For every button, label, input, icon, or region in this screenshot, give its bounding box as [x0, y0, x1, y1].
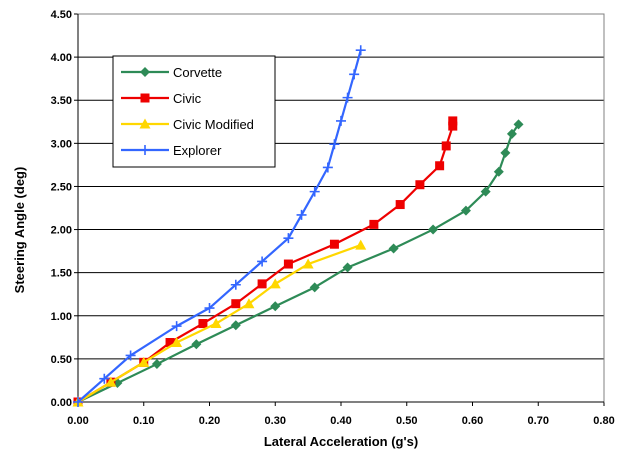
square-marker — [415, 180, 425, 190]
triangle-marker — [269, 278, 281, 289]
legend-square-marker — [140, 93, 150, 103]
y-tick-label: 1.50 — [51, 268, 72, 280]
square-marker — [435, 161, 445, 171]
triangle-marker — [105, 376, 117, 387]
diamond-marker — [500, 147, 511, 158]
square-marker — [231, 299, 241, 309]
y-tick-label: 3.50 — [51, 95, 72, 107]
legend-plus-marker — [140, 145, 150, 155]
square-marker — [198, 319, 208, 329]
triangle-marker — [243, 298, 255, 309]
x-tick-label: 0.10 — [133, 415, 154, 427]
tick-labels: 0.00 0.50 1.00 1.50 2.00 2.50 3.00 3.50 4.00 4.50… — [51, 9, 615, 427]
series-corvette — [73, 119, 524, 407]
diamond-marker — [191, 339, 202, 350]
square-marker — [165, 338, 175, 348]
legend-entry: Explorer — [121, 143, 222, 158]
diamond-marker — [428, 224, 439, 235]
legend-label: Explorer — [173, 143, 222, 158]
square-marker — [329, 239, 339, 249]
legend-label: Civic — [173, 91, 202, 106]
y-tick-label: 3.00 — [51, 138, 72, 150]
plus-marker — [336, 115, 346, 126]
square-marker — [395, 200, 405, 210]
y-tick-label: 2.00 — [51, 225, 72, 237]
triangle-marker — [355, 239, 367, 250]
triangle-marker — [210, 318, 222, 329]
diamond-marker — [388, 243, 399, 254]
square-marker — [448, 116, 458, 126]
x-tick-label: 0.50 — [396, 415, 417, 427]
plus-marker — [99, 373, 110, 384]
plus-marker — [329, 139, 340, 150]
plus-marker — [355, 45, 366, 56]
series-explorer — [73, 45, 366, 407]
x-tick-label: 0.20 — [199, 415, 220, 427]
y-tick-label: 0.50 — [51, 354, 72, 366]
plus-marker — [204, 303, 215, 314]
plus-marker — [230, 279, 241, 290]
plus-marker — [73, 397, 83, 407]
x-tick-label: 0.30 — [265, 415, 286, 427]
triangle-marker — [302, 258, 314, 269]
y-tick-label: 4.50 — [51, 9, 72, 21]
diamond-marker — [151, 359, 162, 370]
axes — [74, 13, 605, 406]
x-tick-label: 0.40 — [330, 415, 351, 427]
x-tick-label: 0.00 — [67, 415, 88, 427]
diamond-marker — [230, 320, 241, 331]
plus-marker — [125, 350, 136, 361]
legend-diamond-marker — [140, 67, 150, 77]
plus-marker — [171, 321, 182, 332]
legend-entry: Civic Modified — [121, 117, 254, 132]
diamond-marker — [493, 166, 504, 177]
y-tick-label: 2.50 — [51, 181, 72, 193]
triangle-marker — [171, 337, 183, 348]
triangle-marker — [138, 356, 150, 367]
x-tick-label: 0.60 — [462, 415, 483, 427]
plus-marker — [342, 92, 353, 103]
data-series — [72, 45, 524, 407]
legend-label: Civic Modified — [173, 117, 254, 132]
y-tick-label: 4.00 — [51, 52, 72, 64]
x-tick-label: 0.70 — [528, 415, 549, 427]
y-tick-label: 0.00 — [51, 397, 72, 409]
diamond-marker — [513, 119, 524, 130]
square-marker — [448, 121, 458, 131]
square-marker — [441, 141, 451, 151]
y-tick-label: 1.00 — [51, 311, 72, 323]
plus-marker — [322, 162, 333, 173]
diamond-marker — [342, 262, 353, 273]
diamond-marker — [480, 186, 491, 197]
square-marker — [283, 259, 293, 269]
legend-label: Corvette — [173, 65, 222, 80]
plus-marker — [309, 186, 320, 197]
legend-entry: Civic — [121, 91, 202, 106]
legend-triangle-marker — [139, 118, 151, 129]
x-axis-title: Lateral Acceleration (g's) — [264, 434, 418, 449]
diamond-marker — [460, 205, 471, 216]
plus-marker — [349, 69, 360, 80]
x-tick-label: 0.80 — [593, 415, 614, 427]
legend: Corvette Civic Civic Modified Explorer — [112, 55, 276, 168]
series-line — [77, 120, 454, 403]
diamond-marker — [270, 301, 281, 312]
plus-marker — [296, 209, 307, 220]
diamond-marker — [506, 128, 517, 139]
legend-entry: Corvette — [121, 65, 222, 80]
diamond-marker — [309, 282, 320, 293]
series-line — [77, 49, 362, 403]
square-marker — [369, 219, 379, 229]
plus-marker — [257, 256, 268, 267]
series-line — [77, 123, 520, 403]
square-marker — [257, 279, 267, 289]
y-axis-title: Steering Angle (deg) — [12, 167, 27, 294]
plus-marker — [283, 233, 294, 244]
legend-box — [112, 55, 276, 168]
